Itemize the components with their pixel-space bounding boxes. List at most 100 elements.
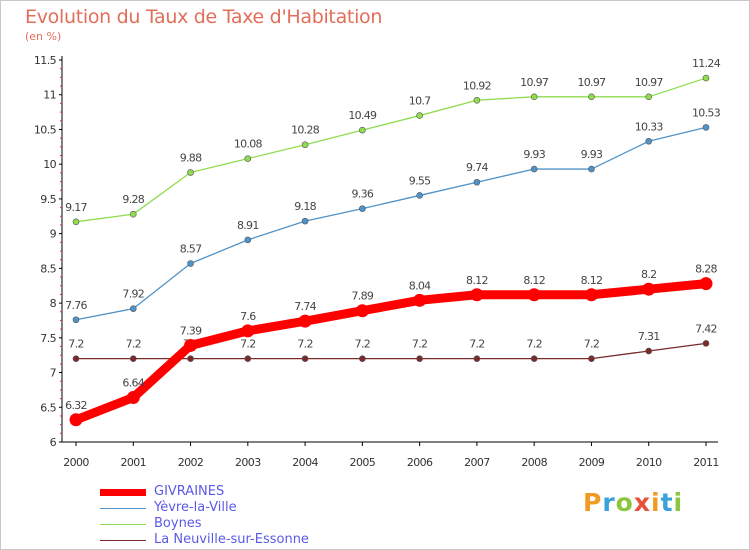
data-point xyxy=(187,169,194,176)
data-label: 9.28 xyxy=(122,193,144,206)
data-point xyxy=(126,391,140,405)
data-point xyxy=(301,355,309,362)
data-point xyxy=(645,137,653,145)
data-label: 7.2 xyxy=(355,338,370,351)
data-label: 8.12 xyxy=(581,274,603,287)
chart-legend: GIVRAINES Yèvre-la-Ville Boynes La Neuville… xyxy=(100,484,360,548)
data-label: 10.97 xyxy=(577,76,606,89)
data-point xyxy=(129,355,137,362)
chart-subtitle: (en %) xyxy=(25,30,62,43)
data-point xyxy=(645,347,653,355)
series-2: 9.17 9.28 9.88 10.08 10.28 10.49 10.7 10.92 10.9… xyxy=(65,57,721,226)
data-point xyxy=(359,205,366,212)
x-tick-label: 2007 xyxy=(464,456,490,469)
data-point xyxy=(645,93,653,101)
x-tick-label: 2010 xyxy=(636,456,662,469)
data-point xyxy=(241,324,255,338)
data-label: 8.91 xyxy=(237,219,259,232)
x-tick-label: 2003 xyxy=(235,456,261,469)
data-label: 7.89 xyxy=(352,290,374,303)
y-tick-label: 6 xyxy=(50,436,57,449)
legend-swatch xyxy=(100,524,146,525)
data-label: 7.42 xyxy=(695,322,717,335)
data-label: 10.97 xyxy=(520,76,549,89)
data-point xyxy=(702,340,710,347)
legend-label: GIVRAINES xyxy=(154,484,225,499)
data-label: 6.64 xyxy=(122,377,144,390)
data-point xyxy=(72,218,80,226)
data-label: 7.2 xyxy=(68,338,83,351)
data-label: 7.2 xyxy=(469,338,484,351)
data-point xyxy=(72,316,80,324)
data-label: 7.31 xyxy=(638,330,660,343)
data-label: 7.76 xyxy=(65,299,87,312)
y-tick-label: 10 xyxy=(43,158,56,171)
data-label: 8.28 xyxy=(695,263,717,276)
data-label: 7.2 xyxy=(297,338,312,351)
legend-item: La Neuville-sur-Essonne xyxy=(100,532,360,548)
data-point xyxy=(129,305,137,312)
x-tick-label: 2002 xyxy=(178,456,204,469)
y-tick-label: 9.5 xyxy=(40,193,56,206)
y-tick-label: 9 xyxy=(50,228,57,241)
y-tick-label: 11.5 xyxy=(34,54,57,67)
legend-item: Yèvre-la-Ville xyxy=(100,500,360,516)
data-label: 7.92 xyxy=(122,288,144,301)
data-point xyxy=(359,355,366,362)
x-tick-label: 2008 xyxy=(521,456,547,469)
data-label: 9.36 xyxy=(352,188,374,201)
x-tick-label: 2000 xyxy=(63,456,89,469)
data-label: 7.39 xyxy=(180,324,202,337)
y-tick-label: 7 xyxy=(50,367,57,380)
data-label: 9.93 xyxy=(523,148,545,161)
data-label: 10.53 xyxy=(692,106,721,119)
data-point xyxy=(702,124,710,131)
series-line xyxy=(75,342,707,360)
data-label: 7.74 xyxy=(294,300,316,313)
series-line xyxy=(75,77,707,223)
data-point xyxy=(413,293,427,307)
data-point xyxy=(301,217,309,225)
data-label: 7.2 xyxy=(412,338,427,351)
data-label: 7.2 xyxy=(584,338,599,351)
data-point xyxy=(702,74,710,82)
data-point xyxy=(129,210,137,218)
series-3: 7.27.27.27.27.27.27.27.27.27.27.317.42 xyxy=(68,322,718,362)
legend-swatch xyxy=(100,540,146,541)
data-point xyxy=(355,304,369,318)
data-label: 8.12 xyxy=(523,274,545,287)
y-tick-label: 7.5 xyxy=(40,332,56,345)
data-point xyxy=(416,355,423,362)
data-point xyxy=(187,355,194,362)
data-point xyxy=(298,314,312,328)
x-tick-label: 2006 xyxy=(407,456,433,469)
x-tick-label: 2004 xyxy=(292,456,318,469)
data-point xyxy=(359,126,366,134)
legend-swatch xyxy=(100,508,146,509)
data-point xyxy=(699,277,713,291)
x-tick-label: 2005 xyxy=(350,456,376,469)
data-point xyxy=(69,413,83,427)
data-label: 9.17 xyxy=(65,201,87,214)
data-label: 9.88 xyxy=(180,152,202,165)
data-point xyxy=(530,165,538,173)
data-label: 9.93 xyxy=(581,148,603,161)
data-point xyxy=(244,355,252,362)
data-label: 9.74 xyxy=(466,161,488,174)
data-label: 6.32 xyxy=(65,399,87,412)
x-tick-label: 2011 xyxy=(693,456,719,469)
series-line xyxy=(75,126,707,321)
legend-label: Boynes xyxy=(154,516,202,531)
data-label: 10.97 xyxy=(635,76,664,89)
data-label: 10.33 xyxy=(635,120,664,133)
y-tick-label: 8.5 xyxy=(40,262,56,275)
data-label: 10.7 xyxy=(409,95,431,108)
data-point xyxy=(588,165,595,173)
data-label: 8.2 xyxy=(641,268,656,281)
data-point xyxy=(642,282,656,296)
y-tick-label: 11 xyxy=(43,89,56,102)
legend-label: La Neuville-sur-Essonne xyxy=(154,532,309,547)
data-label: 10.49 xyxy=(348,109,377,122)
data-point xyxy=(530,355,538,362)
